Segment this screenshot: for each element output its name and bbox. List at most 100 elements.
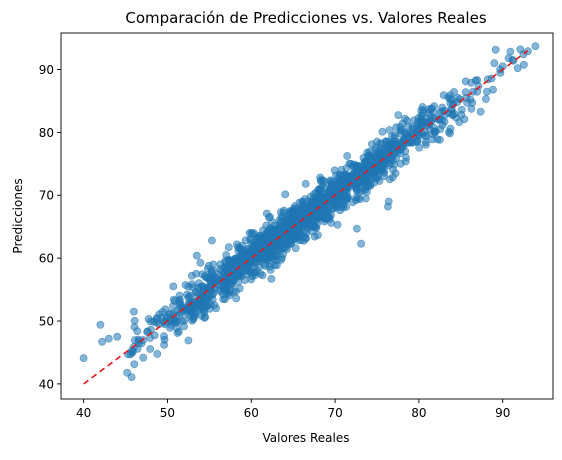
scatter-point xyxy=(506,47,515,56)
scatter-point xyxy=(191,310,200,319)
x-axis-ticks: 40 50 60 70 80 90 xyxy=(76,399,510,420)
y-tick-label: 60 xyxy=(39,252,54,266)
scatter-point xyxy=(98,337,106,346)
scatter-point xyxy=(391,169,400,178)
scatter-point xyxy=(356,195,364,203)
scatter-point xyxy=(272,251,281,260)
scatter-point xyxy=(143,328,152,336)
scatter-point xyxy=(298,197,307,206)
scatter-point xyxy=(300,205,308,214)
scatter-point xyxy=(401,114,409,123)
scatter-point xyxy=(290,235,299,244)
scatter-point xyxy=(439,91,448,100)
scatter-point xyxy=(130,360,139,369)
scatter-point xyxy=(192,251,201,260)
scatter-point xyxy=(392,123,401,132)
scatter-point xyxy=(450,88,458,96)
scatter-point xyxy=(415,143,424,152)
scatter-point xyxy=(196,258,205,267)
scatter-point xyxy=(461,77,470,86)
scatter-point xyxy=(225,291,234,300)
scatter-point xyxy=(275,239,284,248)
scatter-point xyxy=(531,42,540,51)
scatter-point xyxy=(207,268,216,277)
x-tick-label: 50 xyxy=(160,406,175,420)
scatter-point xyxy=(452,113,460,122)
scatter-point xyxy=(149,317,158,326)
scatter-point xyxy=(237,272,246,281)
scatter-point xyxy=(265,262,274,271)
scatter-point xyxy=(184,336,193,345)
x-axis-label: Valores Reales xyxy=(263,431,350,445)
y-tick-label: 80 xyxy=(39,126,54,140)
plot-frame xyxy=(60,32,554,400)
scatter-point xyxy=(323,189,332,198)
scatter-point xyxy=(418,103,427,111)
scatter-point xyxy=(355,187,364,196)
scatter-point xyxy=(377,166,386,174)
scatter-point xyxy=(430,102,438,111)
scatter-point xyxy=(310,212,319,221)
scatter-point xyxy=(385,175,394,184)
x-tick-label: 60 xyxy=(244,406,259,420)
scatter-point xyxy=(208,290,217,299)
scatter-point xyxy=(241,236,250,245)
scatter-point xyxy=(312,223,321,232)
scatter-point xyxy=(431,127,440,136)
y-tick-label: 40 xyxy=(39,377,54,391)
scatter-point xyxy=(481,95,490,103)
scatter-point xyxy=(96,320,105,329)
scatter-point xyxy=(212,304,220,313)
scatter-point xyxy=(245,249,253,257)
scatter-point xyxy=(476,107,485,116)
scatter-point xyxy=(391,137,399,146)
scatter-point xyxy=(374,151,383,160)
scatter-point xyxy=(173,329,182,337)
scatter-point xyxy=(130,316,139,325)
scatter-point xyxy=(184,293,193,302)
scatter-point xyxy=(227,280,236,289)
scatter-point xyxy=(362,157,370,166)
scatter-point xyxy=(316,195,325,204)
x-tick-label: 90 xyxy=(495,406,510,420)
scatter-point xyxy=(421,128,429,137)
scatter-point xyxy=(367,140,376,149)
x-tick-label: 80 xyxy=(411,406,426,420)
scatter-point xyxy=(513,64,522,73)
scatter-point xyxy=(421,138,430,147)
x-tick-label: 40 xyxy=(76,406,91,420)
scatter-point xyxy=(336,202,345,211)
scatter-point xyxy=(425,109,433,118)
reference-line xyxy=(83,49,529,385)
scatter-point xyxy=(277,212,286,221)
scatter-point xyxy=(313,231,322,239)
y-tick-label: 50 xyxy=(39,315,54,329)
scatter-point xyxy=(516,45,525,54)
y-axis-label: Predicciones xyxy=(11,178,25,253)
scatter-point xyxy=(348,198,357,207)
scatter-point xyxy=(468,98,477,107)
scatter-point xyxy=(265,213,273,222)
scatter-point xyxy=(214,281,223,290)
scatter-point xyxy=(194,279,203,287)
scatter-point xyxy=(104,334,113,343)
scatter-point xyxy=(251,268,260,277)
scatter-point xyxy=(247,275,255,284)
scatter-point xyxy=(139,353,148,362)
scatter-point xyxy=(123,368,132,377)
scatter-point xyxy=(337,165,346,174)
y-tick-label: 90 xyxy=(39,63,54,77)
scatter-point xyxy=(153,350,162,358)
scatter-point xyxy=(291,244,300,253)
scatter-point xyxy=(417,114,426,123)
scatter-point xyxy=(224,255,233,264)
scatter-point xyxy=(394,111,403,119)
x-tick-label: 70 xyxy=(327,406,342,420)
scatter-point xyxy=(333,220,342,229)
scatter-point xyxy=(288,213,297,222)
scatter-point xyxy=(233,240,241,249)
scatter-point xyxy=(326,177,335,186)
scatter-point xyxy=(396,159,405,168)
scatter-point xyxy=(363,171,372,180)
scatter-point xyxy=(489,85,497,94)
